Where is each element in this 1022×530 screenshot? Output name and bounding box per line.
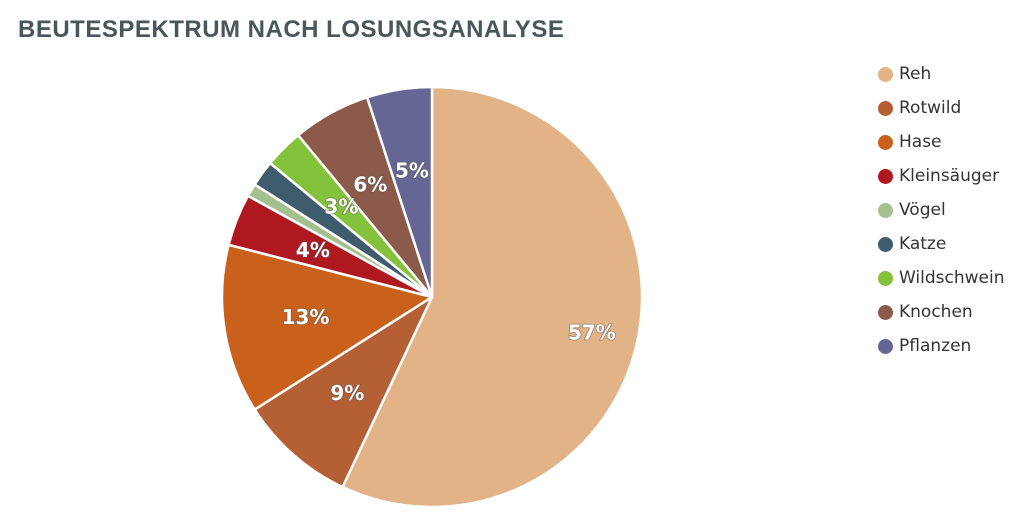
data-label-hase: 13%: [282, 305, 330, 329]
legend-label: Knochen: [899, 302, 973, 322]
legend-marker-icon: [878, 100, 893, 116]
chart-title: BEUTESPEKTRUM NACH LOSUNGSANALYSE: [18, 16, 565, 43]
chart-legend: Reh Rotwild Hase Kleinsäuger Vögel Katze Wilds…: [878, 57, 1005, 363]
legend-item-rotwild[interactable]: Rotwild: [878, 91, 1005, 125]
pie-data-labels: 57% 9% 13% 4% 3%6% 5%: [281, 158, 617, 406]
legend-label: Pflanzen: [899, 336, 972, 356]
legend-marker-icon: [878, 66, 893, 82]
legend-label: Katze: [899, 234, 947, 254]
data-label-kleinsaeuger: 4%: [296, 238, 330, 262]
pie-slice-rotwild[interactable]: [253, 295, 434, 489]
legend-item-katze[interactable]: Katze: [878, 227, 1005, 261]
legend-item-pflanzen[interactable]: Pflanzen: [878, 329, 1005, 363]
legend-marker-icon: [878, 304, 893, 320]
legend-label: Hase: [899, 132, 942, 152]
data-label-pflanzen: 5%: [395, 159, 429, 183]
data-label-rotwild: 9%: [330, 381, 364, 405]
legend-label: Rotwild: [899, 98, 962, 118]
legend-item-hase[interactable]: Hase: [878, 125, 1005, 159]
legend-item-reh[interactable]: Reh: [878, 57, 1005, 91]
legend-marker-icon: [878, 168, 893, 184]
pie-slice-reh[interactable]: [341, 85, 644, 509]
legend-item-knochen[interactable]: Knochen: [878, 295, 1005, 329]
legend-marker-icon: [878, 134, 893, 150]
data-label-reh: 57%: [568, 321, 616, 345]
pie-slice-hase[interactable]: [220, 243, 434, 411]
legend-marker-icon: [878, 338, 893, 354]
pie-slice-pflanzen[interactable]: [365, 85, 434, 299]
legend-label: Wildschwein: [899, 268, 1005, 288]
legend-label: Reh: [899, 64, 932, 84]
data-label-knochen: 6%: [353, 173, 387, 197]
legend-item-kleinsaeuger[interactable]: Kleinsäuger: [878, 159, 1005, 193]
legend-label: Kleinsäuger: [899, 166, 1000, 186]
legend-marker-icon: [878, 202, 893, 218]
legend-label: Vögel: [899, 200, 946, 220]
legend-marker-icon: [878, 270, 893, 286]
legend-item-voegel[interactable]: Vögel: [878, 193, 1005, 227]
legend-item-wildschwein[interactable]: Wildschwein: [878, 261, 1005, 295]
pie-slices: [220, 85, 644, 509]
legend-marker-icon: [878, 236, 893, 252]
data-label-wildschwein: 3%: [324, 194, 358, 218]
